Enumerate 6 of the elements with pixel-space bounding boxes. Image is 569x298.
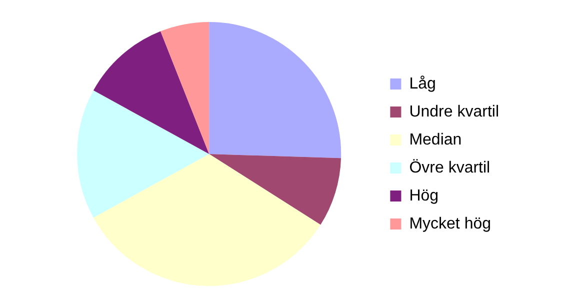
legend-label: Mycket hög (409, 215, 492, 232)
legend-label: Undre kvartil (409, 103, 500, 120)
legend-label: Övre kvartil (409, 158, 490, 176)
legend-label: Hög (409, 187, 439, 204)
legend-label: Median (409, 131, 462, 148)
legend-label: Låg (409, 75, 436, 92)
